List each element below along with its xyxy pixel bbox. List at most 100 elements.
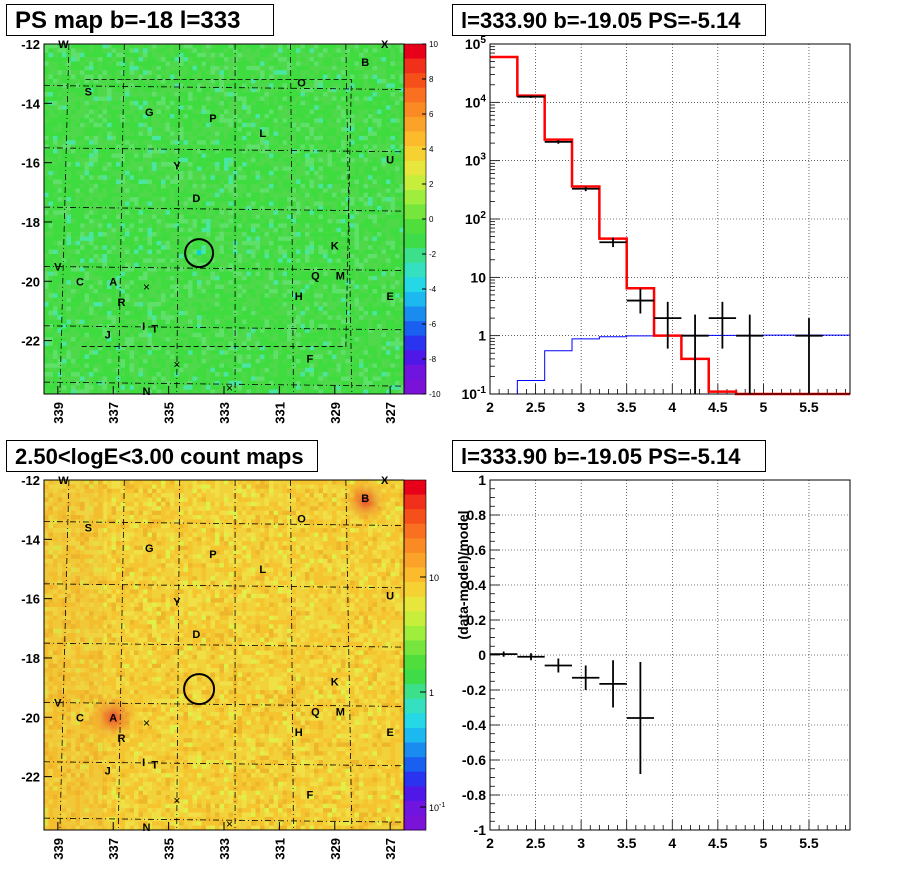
map-cell — [314, 205, 319, 211]
map-cell — [282, 149, 288, 154]
map-cell — [107, 345, 112, 351]
map-cell — [305, 140, 310, 145]
map-cell — [269, 315, 274, 320]
map-cell — [318, 175, 324, 180]
map-cell — [246, 70, 252, 75]
map-cell — [206, 345, 211, 351]
map-cell — [242, 359, 247, 364]
map-cell — [116, 166, 121, 172]
map-cell — [71, 201, 76, 207]
map-cell — [48, 219, 54, 224]
map-cell — [210, 332, 216, 338]
map-cell — [314, 302, 319, 307]
map-cell — [296, 297, 301, 303]
map-cell — [228, 367, 234, 373]
map-cell — [156, 267, 162, 272]
map-cell — [219, 319, 225, 325]
map-cell — [75, 135, 81, 141]
map-cell — [66, 162, 72, 167]
map-cell — [246, 100, 252, 106]
map-cell — [111, 363, 117, 369]
map-cell — [291, 74, 297, 80]
map-cell — [116, 254, 121, 259]
map-cell — [201, 48, 207, 54]
map-cell — [71, 258, 76, 264]
map-cell — [98, 359, 103, 364]
map-cell — [192, 175, 198, 180]
map-cell — [246, 162, 252, 167]
map-cell — [66, 74, 72, 80]
map-cell — [134, 262, 139, 268]
map-cell — [98, 48, 103, 54]
map-cell — [116, 341, 121, 347]
map-cell — [120, 153, 126, 159]
map-cell — [98, 74, 103, 80]
map-cell — [269, 100, 274, 106]
map-cell — [210, 179, 216, 185]
map-cell — [269, 262, 274, 268]
map-cell — [246, 389, 252, 395]
map-cell — [242, 275, 247, 281]
map-cell — [107, 70, 112, 75]
map-cell — [156, 310, 162, 316]
map-cell — [179, 280, 184, 285]
map-cell — [206, 127, 211, 132]
colorbar-segment — [404, 58, 426, 74]
map-cell — [71, 61, 76, 67]
map-cell — [102, 153, 108, 159]
map-cell — [107, 328, 112, 334]
map-cell — [102, 179, 108, 185]
map-cell — [125, 359, 130, 364]
map-cell — [188, 48, 193, 54]
map-cell — [57, 367, 63, 373]
map-cell — [246, 297, 252, 303]
map-cell — [210, 219, 216, 224]
map-cell — [228, 345, 234, 351]
map-cell — [206, 341, 211, 347]
map-cell — [98, 118, 103, 124]
map-cell — [201, 258, 207, 264]
map-cell — [120, 328, 126, 334]
map-cell — [165, 267, 171, 272]
map-cell — [251, 135, 256, 141]
map-cell — [287, 135, 292, 141]
map-cell — [291, 175, 297, 180]
map-cell — [282, 380, 288, 386]
map-cell — [242, 109, 247, 115]
map-cell — [93, 65, 99, 71]
map-cell — [219, 258, 225, 264]
map-cell — [120, 254, 126, 259]
map-cell — [111, 249, 117, 255]
map-cell — [282, 337, 288, 342]
map-cell — [318, 127, 324, 132]
map-cell — [93, 61, 99, 67]
map-cell — [314, 44, 319, 49]
map-cell — [75, 118, 81, 124]
map-cell — [156, 170, 162, 176]
map-cell — [102, 118, 108, 124]
map-cell — [192, 179, 198, 185]
map-cell — [71, 144, 76, 150]
map-cell — [183, 284, 189, 290]
map-cell — [138, 302, 144, 307]
map-cell — [188, 280, 193, 285]
map-cell — [219, 205, 225, 211]
map-cell — [224, 284, 229, 290]
map-cell — [48, 127, 54, 132]
map-cell — [273, 332, 279, 338]
map-cell — [224, 306, 229, 312]
map-cell — [183, 367, 189, 373]
map-cell — [125, 289, 130, 294]
map-cell — [125, 376, 130, 382]
map-cell — [156, 328, 162, 334]
map-cell — [264, 175, 270, 180]
map-cell — [251, 389, 256, 395]
map-cell — [165, 254, 171, 259]
map-cell — [102, 267, 108, 272]
map-cell — [219, 245, 225, 250]
map-cell — [170, 214, 175, 220]
map-cell — [170, 48, 175, 54]
map-cell — [269, 65, 274, 71]
map-cell — [210, 52, 216, 58]
map-cell — [246, 44, 252, 49]
